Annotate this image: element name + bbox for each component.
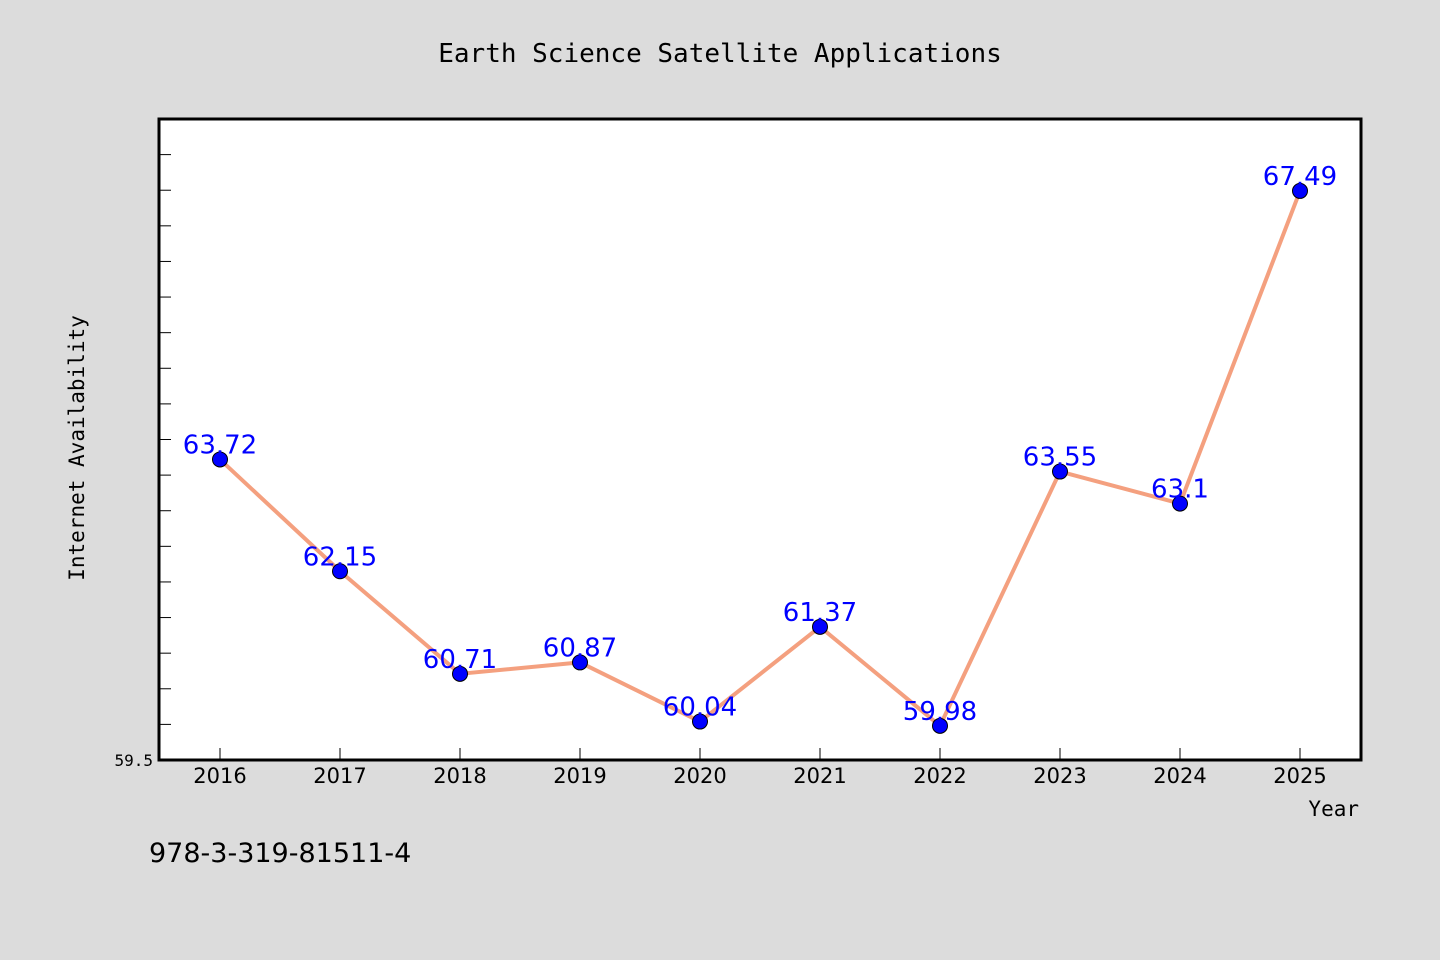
data-point <box>452 665 468 682</box>
chart-title: Earth Science Satellite Applications <box>438 39 1002 69</box>
data-points <box>212 182 1308 734</box>
data-label: 60.04 <box>663 693 737 723</box>
data-label: 63.72 <box>183 430 257 460</box>
plot-area <box>157 117 1363 762</box>
x-tick-label: 2022 <box>913 764 966 788</box>
data-label: 60.87 <box>543 633 617 663</box>
x-tick-label: 2024 <box>1153 764 1206 788</box>
data-label: 59.98 <box>903 697 977 727</box>
x-axis-label: Year <box>1308 797 1359 821</box>
data-point <box>692 713 708 730</box>
footer-isbn: 978-3-319-81511-4 <box>149 838 411 869</box>
x-axis-tick-labels: 2016 2017 2018 2019 2020 2021 2022 2023 2024 2025 <box>193 764 1326 788</box>
x-tick-label: 2023 <box>1033 764 1086 788</box>
data-label: 67.49 <box>1263 162 1337 192</box>
data-point <box>1172 495 1188 512</box>
data-point <box>572 654 588 671</box>
x-tick-label: 2021 <box>793 764 846 788</box>
x-tick-label: 2020 <box>673 764 726 788</box>
data-point <box>1052 463 1068 480</box>
x-tick-label: 2025 <box>1273 764 1326 788</box>
y-axis-tick-labels: 59.5 <box>114 751 153 770</box>
x-axis-ticks <box>219 748 1301 760</box>
data-label: 60.71 <box>423 645 497 675</box>
x-tick-label: 2017 <box>313 764 366 788</box>
data-point <box>1292 182 1308 199</box>
y-tick-label: 59.5 <box>114 751 153 770</box>
data-label: 63.55 <box>1023 443 1097 473</box>
data-point <box>812 618 828 635</box>
data-point <box>932 717 948 734</box>
x-tick-label: 2016 <box>193 764 246 788</box>
y-axis-ticks <box>159 154 171 725</box>
series-line <box>218 188 1302 728</box>
data-label: 61.37 <box>783 598 857 628</box>
x-tick-label: 2019 <box>553 764 606 788</box>
data-point <box>332 563 348 580</box>
data-labels: 63.72 62.15 60.71 60.87 60.04 61.37 59.98 63.55… <box>183 162 1337 727</box>
data-label: 63.1 <box>1151 475 1209 505</box>
data-label: 62.15 <box>303 542 377 572</box>
x-tick-label: 2018 <box>433 764 486 788</box>
data-point <box>212 451 228 468</box>
y-axis-label: Internet Availability <box>65 315 89 581</box>
